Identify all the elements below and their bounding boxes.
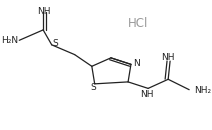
Text: HCl: HCl xyxy=(127,17,148,30)
Text: S: S xyxy=(90,83,96,92)
Text: H₂N: H₂N xyxy=(1,36,18,45)
Text: NH: NH xyxy=(140,90,154,99)
Text: NH: NH xyxy=(161,53,175,62)
Text: N: N xyxy=(133,59,140,68)
Text: NH₂: NH₂ xyxy=(194,86,211,95)
Text: NH: NH xyxy=(37,7,51,16)
Text: S: S xyxy=(52,39,58,48)
